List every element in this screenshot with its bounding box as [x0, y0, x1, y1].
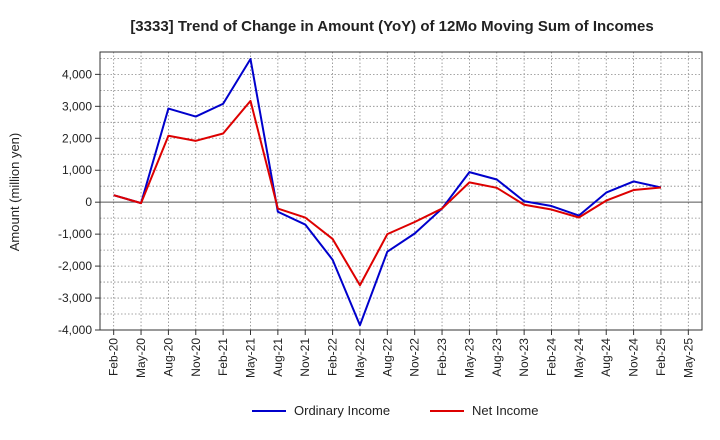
x-tick-label: May-22	[353, 338, 367, 378]
plot-frame	[99, 51, 703, 331]
x-tick-label: Nov-21	[298, 338, 312, 377]
chart-title: [3333] Trend of Change in Amount (YoY) o…	[130, 18, 653, 35]
y-axis-label: Amount (million yen)	[7, 133, 22, 252]
y-tick-label: -1,000	[58, 227, 92, 241]
y-tick-label: 4,000	[62, 67, 92, 81]
x-tick-label: Aug-20	[161, 338, 175, 377]
series-line-net-income	[113, 99, 662, 287]
x-tick-label: Aug-21	[271, 338, 285, 377]
grid	[100, 52, 702, 330]
y-axis-ticks: -4,000 -3,000 -2,000 -1,000 0 1,000 2,000 3,000…	[58, 67, 100, 337]
x-tick-label: Feb-21	[216, 338, 230, 376]
legend-label: Net Income	[472, 403, 538, 418]
x-tick-label: Aug-24	[599, 338, 613, 377]
y-tick-label: 3,000	[62, 99, 92, 113]
x-tick-label: Feb-22	[326, 338, 340, 376]
y-tick-label: -2,000	[58, 259, 92, 273]
x-tick-label: Nov-20	[189, 338, 203, 377]
y-tick-label: 1,000	[62, 163, 92, 177]
x-tick-label: Aug-22	[380, 338, 394, 377]
x-tick-label: May-24	[572, 338, 586, 378]
legend-label: Ordinary Income	[294, 403, 390, 418]
plot-area	[100, 52, 702, 330]
y-tick-label: -4,000	[58, 323, 92, 337]
x-tick-label: May-25	[681, 338, 695, 378]
x-tick-label: Feb-25	[654, 338, 668, 376]
y-tick-label: -3,000	[58, 291, 92, 305]
x-tick-label: Feb-23	[435, 338, 449, 376]
x-tick-label: May-20	[134, 338, 148, 378]
series-lines	[113, 58, 662, 327]
x-tick-label: May-23	[462, 338, 476, 378]
legend: Ordinary Income Net Income	[252, 403, 538, 418]
x-tick-label: Aug-23	[490, 338, 504, 377]
x-tick-label: Feb-20	[107, 338, 121, 376]
series-line-ordinary-income	[113, 58, 662, 327]
x-tick-label: Nov-22	[408, 338, 422, 377]
y-tick-label: 0	[85, 195, 92, 209]
x-tick-label: Nov-24	[627, 338, 641, 377]
x-axis-ticks: Feb-20 May-20 Aug-20 Nov-20 Feb-21 May-21 Aug-…	[107, 330, 695, 378]
x-tick-label: Nov-23	[517, 338, 531, 377]
y-tick-label: 2,000	[62, 131, 92, 145]
x-tick-label: Feb-24	[545, 338, 559, 376]
x-tick-label: May-21	[244, 338, 258, 378]
